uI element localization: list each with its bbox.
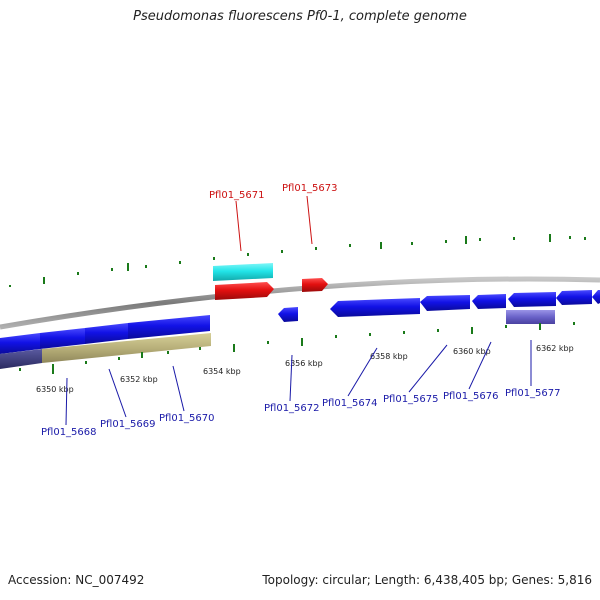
gene-pfl01-5672-feature[interactable] <box>278 307 298 322</box>
gene-label[interactable]: Pfl01_5677 <box>505 388 561 399</box>
gene-label[interactable]: Pfl01_5671 <box>209 190 265 201</box>
gene-pfl01-5671-feature[interactable] <box>213 263 273 281</box>
gene-pfl01-5670-feature[interactable] <box>85 323 128 344</box>
dark-band-feature <box>0 349 42 369</box>
gene-pfl01-5677-feature[interactable] <box>506 310 555 324</box>
kbp-label: 6362 kbp <box>536 344 574 353</box>
kbp-label: 6350 kbp <box>36 385 74 394</box>
accession-text: Accession: NC_007492 <box>8 573 145 587</box>
genome-summary-text: Topology: circular; Length: 6,438,405 bp… <box>262 573 592 587</box>
gene-label[interactable]: Pfl01_5673 <box>282 183 338 194</box>
gene-pfl01-5669-feature[interactable] <box>40 328 85 349</box>
khaki-band-feature <box>42 333 211 363</box>
gene-label[interactable]: Pfl01_5672 <box>264 403 320 414</box>
gene-reverse-long-feature[interactable] <box>128 315 210 339</box>
gene-label[interactable]: Pfl01_5668 <box>41 427 97 438</box>
kbp-label: 6356 kbp <box>285 359 323 368</box>
gene-pfl01-5676-feature[interactable] <box>472 294 506 309</box>
gene-pfl01-5673-feature[interactable] <box>302 278 328 292</box>
gene-pfl01-5668-feature[interactable] <box>0 333 40 354</box>
gene-pfl01-5675-feature[interactable] <box>420 295 470 311</box>
gene-label[interactable]: Pfl01_5669 <box>100 419 156 430</box>
label-leader-lines <box>65 195 532 426</box>
gene-reverse-feature-6363[interactable] <box>556 290 592 305</box>
gene-label[interactable]: Pfl01_5676 <box>443 391 499 402</box>
kbp-label: 6358 kbp <box>370 352 408 361</box>
kbp-label: 6354 kbp <box>203 367 241 376</box>
gene-label[interactable]: Pfl01_5675 <box>383 394 439 405</box>
forward-tick-ruler <box>9 234 586 287</box>
gene-forward-red-feature[interactable] <box>215 282 274 300</box>
gene-reverse-feature-edge[interactable] <box>592 290 600 304</box>
kbp-label: 6360 kbp <box>453 347 491 356</box>
gene-reverse-feature-6361[interactable] <box>508 292 556 307</box>
page-title: Pseudomonas fluorescens Pf0-1, complete … <box>133 9 467 24</box>
gene-label[interactable]: Pfl01_5670 <box>159 413 215 424</box>
gene-pfl01-5674-feature[interactable] <box>330 298 420 317</box>
gene-label[interactable]: Pfl01_5674 <box>322 398 378 409</box>
kbp-label: 6352 kbp <box>120 375 158 384</box>
reverse-tick-ruler <box>19 322 575 374</box>
